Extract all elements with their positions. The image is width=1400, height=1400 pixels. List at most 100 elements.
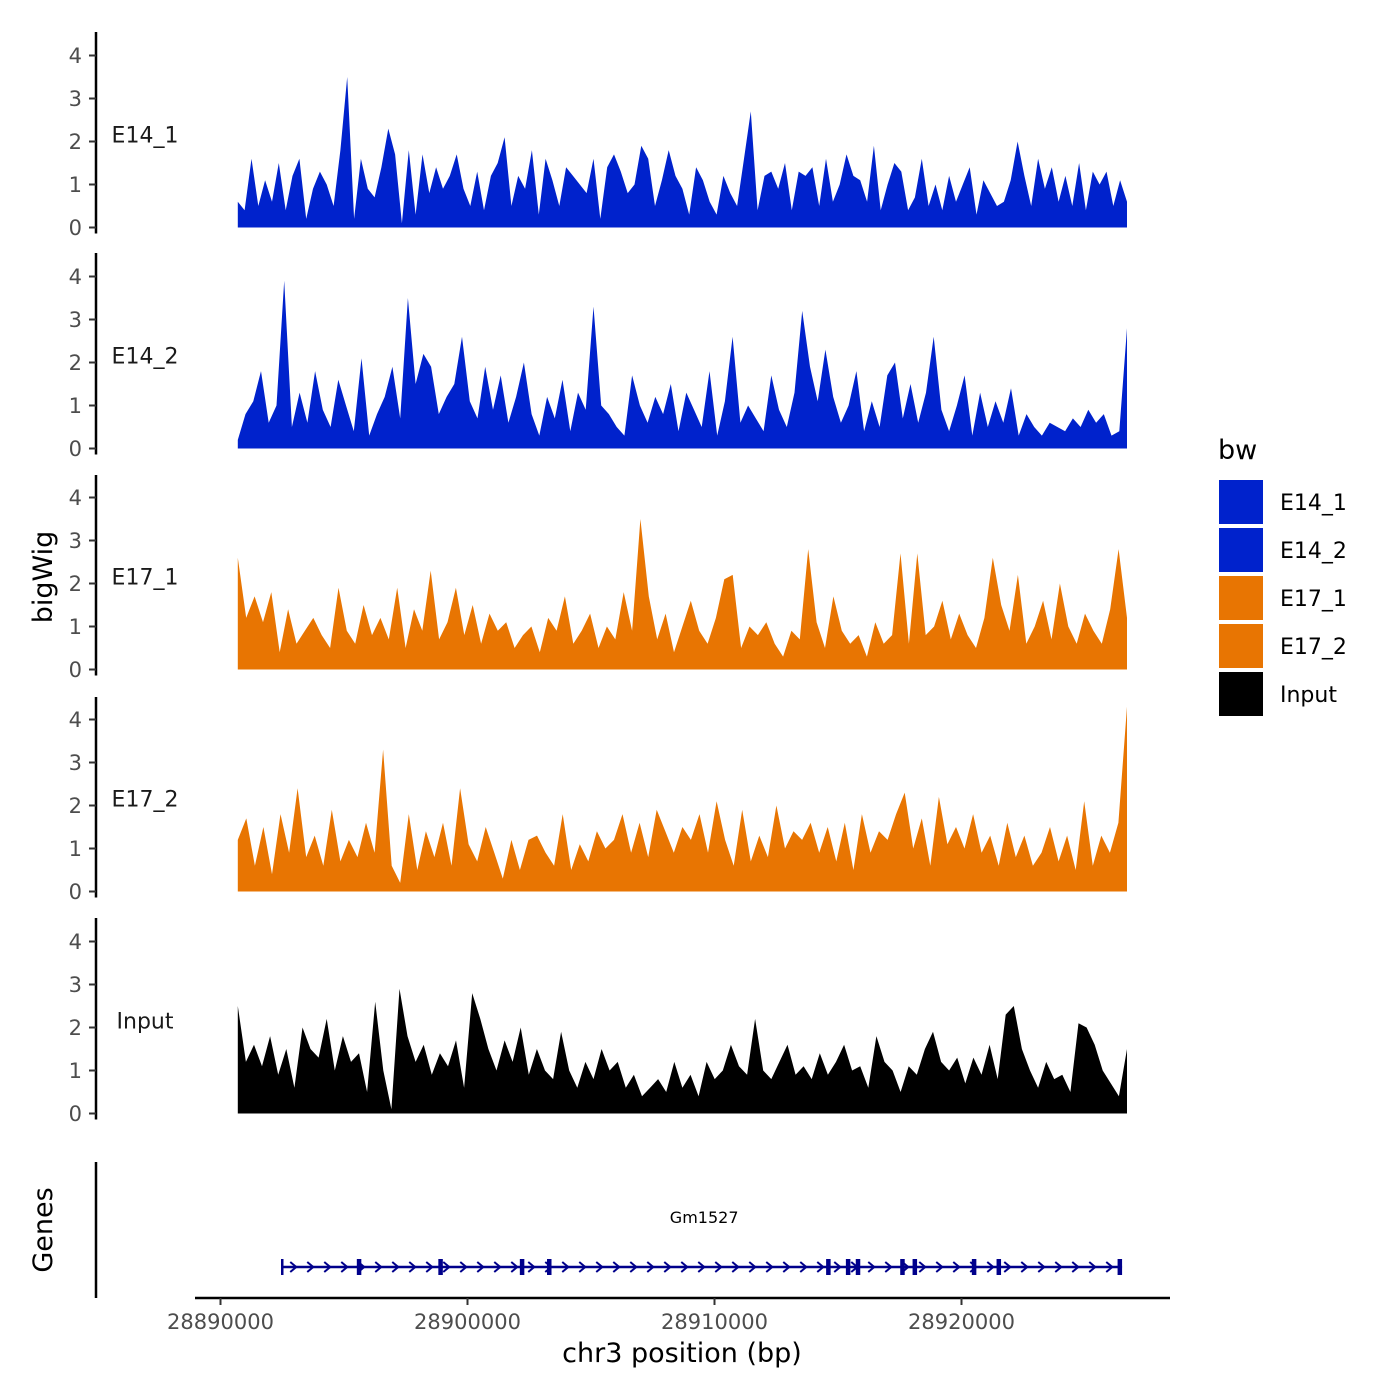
gene-gm1527: Gm1527: [281, 1208, 1123, 1275]
strand-chevron: [476, 1261, 485, 1273]
strand-chevron: [340, 1261, 349, 1273]
strand-chevron: [578, 1261, 587, 1273]
legend-item-e17_2: E17_2: [1219, 624, 1347, 668]
strand-chevron: [612, 1261, 621, 1273]
y-tick-label: 0: [69, 1102, 82, 1126]
gene-tracks: Gm1527: [281, 1208, 1123, 1275]
y-tick-label: 1: [69, 173, 82, 197]
legend-swatch: [1219, 576, 1263, 620]
legend-label: E17_2: [1280, 635, 1347, 660]
y-tick-label: 3: [69, 308, 82, 332]
y-tick-label: 3: [69, 87, 82, 111]
strand-chevron: [1088, 1261, 1097, 1273]
strand-chevron: [765, 1261, 774, 1273]
y-tick-label: 1: [69, 615, 82, 639]
strand-chevron: [935, 1261, 944, 1273]
gene-exon: [845, 1259, 851, 1275]
legend-title: bw: [1218, 435, 1257, 466]
strand-chevron: [595, 1261, 604, 1273]
strand-chevron: [833, 1261, 842, 1273]
strand-chevron: [918, 1261, 927, 1273]
strand-chevron: [663, 1261, 672, 1273]
y-tick-label: 4: [69, 265, 82, 289]
gene-exon: [519, 1259, 525, 1275]
y-tick-label: 0: [69, 216, 82, 240]
legend-swatch: [1219, 528, 1263, 572]
track-panel-input: 0 1 2 3 4 Input: [69, 918, 1128, 1126]
legend-label: E17_1: [1280, 587, 1347, 612]
gene-exon: [912, 1259, 918, 1275]
strand-chevron: [867, 1261, 876, 1273]
gene-exon: [900, 1259, 905, 1275]
strand-chevron: [493, 1261, 502, 1273]
x-axis: 28890000 28900000 28910000 28920000 chr3 po…: [167, 1296, 1170, 1369]
y-tick-label: 0: [69, 658, 82, 682]
strand-chevron: [408, 1261, 417, 1273]
legend-swatch: [1219, 480, 1263, 524]
track-panel-e17_2: 0 1 2 3 4 E17_2: [69, 697, 1128, 904]
y-tick-label: 3: [69, 751, 82, 775]
strand-chevron: [884, 1261, 893, 1273]
gene-exon: [356, 1259, 362, 1275]
strand-chevron: [323, 1261, 332, 1273]
legend-item-e14_1: E14_1: [1219, 480, 1347, 524]
gene-exon: [826, 1259, 831, 1275]
x-ticks: 28890000 28900000 28910000 28920000: [167, 1298, 1015, 1334]
area-series-e14_2: [237, 280, 1128, 449]
track-panels: 0 1 2 3 4 E14_1 0 1 2 3 4 E14_2 0 1 2 3 4 E17_1 0 1 2 3 4 E17_2…: [69, 32, 1128, 1126]
y-tick-label: 4: [69, 930, 82, 954]
panel-label: E14_1: [112, 124, 179, 149]
strand-chevron: [1105, 1261, 1114, 1273]
x-tick-label: 28920000: [908, 1310, 1015, 1334]
strand-chevron: [374, 1261, 383, 1273]
genes-panel: Genes Gm1527: [28, 1162, 1123, 1298]
strand-chevron: [799, 1261, 808, 1273]
legend-swatch: [1219, 624, 1263, 668]
strand-chevron: [1054, 1261, 1063, 1273]
strand-chevron: [782, 1261, 791, 1273]
strand-chevron: [952, 1261, 961, 1273]
y-tick-label: 1: [69, 1059, 82, 1083]
strand-chevron: [289, 1261, 298, 1273]
x-tick-label: 28910000: [661, 1310, 768, 1334]
y-tick-label: 4: [69, 486, 82, 510]
gene-exon: [855, 1259, 861, 1275]
y-tick-label: 4: [69, 708, 82, 732]
strand-chevron: [306, 1261, 315, 1273]
legend-items: E14_1 E14_2 E17_1 E17_2 Input: [1219, 480, 1347, 716]
y-tick-label: 2: [69, 1016, 82, 1040]
strand-chevron: [1003, 1261, 1012, 1273]
strand-chevron: [1037, 1261, 1046, 1273]
strand-chevron: [510, 1261, 519, 1273]
strand-chevron: [629, 1261, 638, 1273]
strand-chevron: [714, 1261, 723, 1273]
area-series-e14_1: [237, 77, 1128, 228]
x-axis-title: chr3 position (bp): [562, 1338, 802, 1369]
y-tick-label: 3: [69, 973, 82, 997]
x-tick-label: 28900000: [414, 1310, 521, 1334]
legend-swatch: [1219, 672, 1263, 716]
gene-exon: [1117, 1259, 1123, 1275]
legend-item-e17_1: E17_1: [1219, 576, 1347, 620]
y-tick-label: 0: [69, 437, 82, 461]
legend-label: Input: [1280, 683, 1337, 708]
legend-item-input: Input: [1219, 672, 1337, 716]
panel-label: E17_2: [112, 788, 179, 813]
panel-label: E14_2: [112, 345, 179, 370]
panel-label: Input: [117, 1010, 174, 1035]
strand-chevron: [391, 1261, 400, 1273]
track-panel-e14_2: 0 1 2 3 4 E14_2: [69, 253, 1128, 461]
legend-label: E14_1: [1280, 491, 1347, 516]
strand-chevron: [816, 1261, 825, 1273]
gene-exon: [438, 1259, 443, 1275]
strand-chevron: [1020, 1261, 1029, 1273]
strand-chevron: [527, 1261, 536, 1273]
area-series-input: [237, 988, 1128, 1114]
track-panel-e17_1: 0 1 2 3 4 E17_1: [69, 475, 1128, 682]
gene-exon: [547, 1259, 552, 1275]
strand-chevron: [459, 1261, 468, 1273]
strand-chevron: [561, 1261, 570, 1273]
y-tick-label: 2: [69, 794, 82, 818]
strand-chevron: [731, 1261, 740, 1273]
